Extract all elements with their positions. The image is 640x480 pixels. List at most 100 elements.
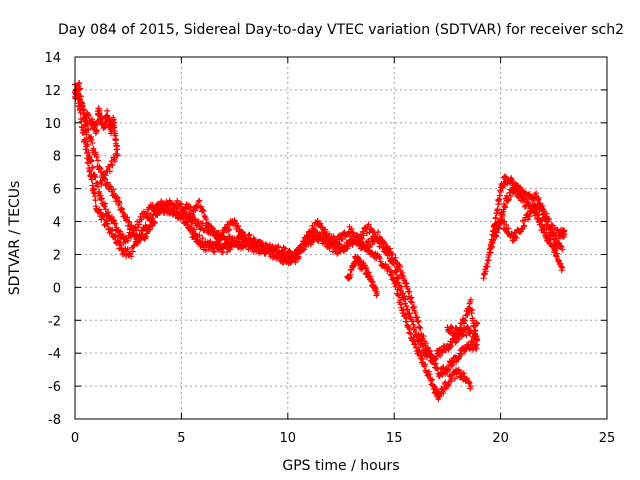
data-point — [112, 150, 119, 157]
data-point — [343, 232, 350, 239]
data-point — [392, 254, 399, 261]
data-point — [374, 290, 381, 297]
data-point — [376, 254, 383, 261]
data-point — [183, 219, 190, 226]
data-point — [458, 351, 465, 358]
data-point — [238, 229, 245, 236]
data-point — [368, 225, 375, 232]
data-point — [469, 306, 476, 313]
data-point — [300, 243, 307, 250]
y-tick-label: 0 — [53, 281, 61, 296]
data-point — [397, 301, 404, 308]
y-tick-label: -4 — [48, 347, 61, 362]
data-point — [282, 245, 289, 252]
data-point — [417, 325, 424, 332]
data-point — [111, 220, 118, 227]
data-point — [88, 171, 95, 178]
data-point — [322, 237, 329, 244]
data-point — [465, 379, 472, 386]
data-point — [388, 251, 395, 258]
data-point — [129, 248, 136, 255]
data-point — [406, 329, 413, 336]
data-point — [407, 298, 414, 305]
data-point — [104, 179, 111, 186]
data-point — [502, 204, 509, 211]
data-point — [466, 380, 473, 387]
data-point — [349, 229, 356, 236]
data-point — [406, 326, 413, 333]
data-point — [406, 310, 413, 317]
data-point — [439, 386, 446, 393]
data-point — [548, 225, 555, 232]
data-point — [395, 292, 402, 299]
data-point — [189, 212, 196, 219]
data-point — [239, 229, 246, 236]
data-point — [467, 383, 474, 390]
x-tick-label: 15 — [386, 431, 403, 446]
data-point — [181, 212, 188, 219]
data-point — [422, 361, 429, 368]
data-point — [419, 356, 426, 363]
data-point — [98, 196, 105, 203]
y-tick-label: 12 — [44, 84, 61, 99]
data-point — [236, 238, 243, 245]
data-point — [444, 382, 451, 389]
data-point — [227, 246, 234, 253]
data-point — [174, 197, 181, 204]
data-point — [97, 192, 104, 199]
data-point — [430, 383, 437, 390]
data-point — [336, 232, 343, 239]
data-point — [279, 249, 286, 256]
data-point — [553, 253, 560, 260]
data-point — [525, 216, 532, 223]
data-point — [554, 250, 561, 257]
data-point — [396, 263, 403, 270]
data-point — [144, 210, 151, 217]
data-point — [397, 297, 404, 304]
data-point — [116, 200, 123, 207]
data-point — [418, 352, 425, 359]
x-tick-label: 5 — [177, 431, 185, 446]
data-point — [467, 296, 474, 303]
data-point — [537, 200, 544, 207]
data-point — [231, 217, 238, 224]
data-point — [210, 247, 217, 254]
data-point — [111, 119, 118, 126]
data-point — [110, 216, 117, 223]
data-point — [219, 232, 226, 239]
data-point — [226, 226, 233, 233]
data-point — [406, 288, 413, 295]
data-point — [467, 345, 474, 352]
data-point — [137, 233, 144, 240]
data-point — [530, 208, 537, 215]
data-point — [326, 234, 333, 241]
data-point — [550, 243, 557, 250]
data-point — [124, 214, 131, 221]
y-axis-label: SDTVAR / TECUs — [7, 181, 23, 296]
data-point — [451, 375, 458, 382]
data-point — [509, 237, 516, 244]
data-point — [451, 332, 458, 339]
data-point — [561, 231, 568, 238]
data-point — [345, 243, 352, 250]
data-point — [543, 229, 550, 236]
data-point — [448, 342, 455, 349]
data-point — [460, 370, 467, 377]
data-point — [535, 195, 542, 202]
data-point — [101, 203, 108, 210]
data-point — [440, 390, 447, 397]
data-point — [118, 205, 125, 212]
data-point — [412, 309, 419, 316]
data-point — [513, 235, 520, 242]
data-point — [485, 257, 492, 264]
data-point — [185, 203, 192, 210]
data-point — [400, 307, 407, 314]
data-point — [107, 183, 114, 190]
data-point — [429, 376, 436, 383]
data-point — [76, 80, 83, 87]
y-tick-label: -8 — [48, 413, 61, 428]
data-point — [149, 215, 156, 222]
data-point — [250, 235, 257, 242]
data-point — [109, 226, 116, 233]
data-point — [425, 344, 432, 351]
